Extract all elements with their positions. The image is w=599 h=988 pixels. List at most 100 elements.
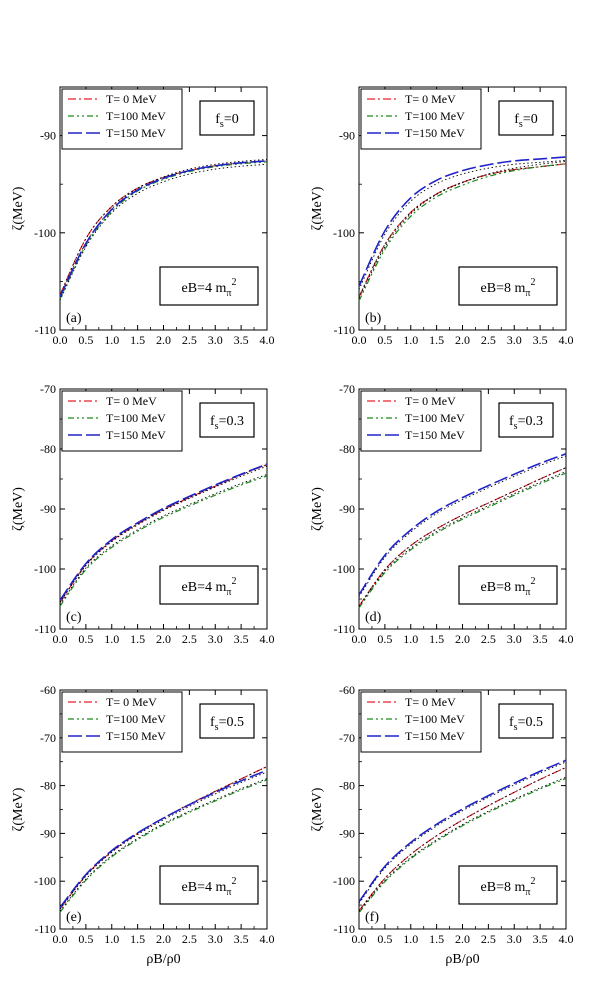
x-tick-label: 1.5	[429, 333, 444, 347]
legend: T= 0 MeV T=100 MeV T=150 MeV	[360, 390, 482, 452]
x-tick-label: 3.5	[234, 632, 249, 646]
eb-text: eB=8 mπ2	[481, 277, 536, 299]
x-tick-label: 2.5	[182, 932, 197, 946]
legend-label: T= 0 MeV	[405, 92, 456, 106]
x-tick-label: 3.0	[208, 632, 223, 646]
y-axis: -70 -80 -90 -100 -110	[34, 382, 267, 636]
series-dotted	[59, 771, 268, 910]
series-dotted	[59, 778, 268, 912]
x-tick-label: 1.0	[104, 632, 119, 646]
panel-d: 0.0 0.5 1.0 1.5 2.0 2.5 3.0 3.5 4.0 -70 -80 -90 -100…	[310, 382, 574, 646]
legend-label: T= 0 MeV	[405, 695, 456, 709]
eb-label: eB=8 mπ2	[458, 865, 558, 905]
x-tick-label: 1.5	[429, 632, 444, 646]
x-tick-label: 0.5	[78, 632, 93, 646]
fs-box	[199, 402, 255, 438]
y-tick-label: -60	[339, 683, 355, 697]
x-tick-label: 1.5	[130, 333, 145, 347]
y-tick-label: -100	[333, 226, 355, 240]
series-dotted	[358, 455, 567, 598]
panel-letter: (e)	[66, 910, 82, 925]
series-dotted	[358, 160, 567, 299]
panel-c: 0.0 0.5 1.0 1.5 2.0 2.5 3.0 3.5 4.0 -70 -80 -90 -100…	[11, 382, 275, 646]
x-tick-label: 3.0	[507, 932, 522, 946]
y-tick-label: -80	[40, 442, 56, 456]
eb-box	[159, 266, 259, 306]
x-axis: 0.0 0.5 1.0 1.5 2.0 2.5 3.0 3.5 4.0	[53, 87, 275, 347]
x-tick-label: 4.0	[260, 932, 275, 946]
eb-label: eB=4 mπ2	[159, 266, 259, 306]
legend-label: T=100 MeV	[106, 109, 166, 123]
eb-label: eB=4 mπ2	[159, 865, 259, 905]
legend-label: T=150 MeV	[405, 126, 465, 140]
x-tick-label: 2.5	[182, 333, 197, 347]
legend-label: T= 0 MeV	[106, 695, 157, 709]
x-tick-label: 3.5	[234, 932, 249, 946]
eb-text: eB=8 mπ2	[481, 576, 536, 598]
x-tick-label: 1.0	[403, 333, 418, 347]
fs-label: fs=0	[199, 100, 255, 136]
y-axis-title: ζ(MeV)	[310, 787, 325, 831]
x-axis: 0.0 0.5 1.0 1.5 2.0 2.5 3.0 3.5 4.0	[352, 87, 574, 347]
y-tick-label: -100	[34, 226, 56, 240]
x-axis-title: ρB/ρ0	[445, 952, 479, 967]
legend-box	[360, 390, 482, 452]
legend-label: T=100 MeV	[405, 712, 465, 726]
legend-label: T=150 MeV	[106, 126, 166, 140]
x-tick-label: 0.5	[377, 333, 392, 347]
x-tick-label: 2.0	[156, 632, 171, 646]
x-tick-label: 4.0	[260, 632, 275, 646]
legend-label: T=100 MeV	[405, 109, 465, 123]
y-tick-label: -70	[40, 731, 56, 745]
legend-box	[61, 390, 183, 452]
y-tick-label: -60	[40, 683, 56, 697]
y-tick-label: -110	[333, 622, 355, 636]
series-dotted	[59, 465, 268, 603]
legend-label: T=100 MeV	[106, 712, 166, 726]
series-line-t150	[358, 759, 567, 903]
series-dotted	[59, 163, 268, 301]
y-tick-label: -90	[40, 826, 56, 840]
series-dotted	[358, 776, 567, 912]
series-group	[358, 453, 567, 609]
eb-label: eB=4 mπ2	[159, 565, 259, 605]
y-tick-label: -90	[40, 129, 56, 143]
series-line-t150	[59, 769, 268, 908]
x-tick-label: 1.0	[403, 932, 418, 946]
x-tick-label: 0.0	[53, 632, 68, 646]
legend: T= 0 MeV T=100 MeV T=150 MeV	[360, 88, 482, 150]
series-line-t100	[59, 475, 268, 607]
x-tick-label: 2.0	[455, 632, 470, 646]
fs-box	[498, 402, 554, 438]
y-tick-label: -70	[40, 382, 56, 396]
series-line-t100	[358, 777, 567, 914]
legend-label: T=100 MeV	[405, 411, 465, 425]
y-tick-label: -110	[333, 323, 355, 337]
eb-text: eB=8 mπ2	[481, 876, 536, 898]
eb-box	[458, 565, 558, 605]
y-tick-label: -100	[34, 562, 56, 576]
x-tick-label: 2.5	[182, 632, 197, 646]
x-tick-label: 4.0	[559, 632, 574, 646]
y-tick-label: -80	[40, 779, 56, 793]
x-tick-label: 1.5	[130, 932, 145, 946]
eb-text: eB=4 mπ2	[182, 576, 237, 598]
x-tick-label: 3.5	[533, 632, 548, 646]
x-tick-label: 2.0	[455, 932, 470, 946]
x-tick-label: 3.0	[208, 333, 223, 347]
x-tick-label: 0.5	[78, 932, 93, 946]
y-axis-title: ζ(MeV)	[11, 787, 26, 831]
y-tick-label: -90	[339, 502, 355, 516]
x-tick-label: 0.0	[352, 932, 367, 946]
x-tick-label: 0.5	[377, 932, 392, 946]
series-dotted	[358, 767, 567, 912]
y-axis: -90 -100 -110	[333, 129, 566, 337]
x-tick-label: 3.0	[507, 333, 522, 347]
x-tick-label: 4.0	[559, 932, 574, 946]
y-tick-label: -70	[339, 731, 355, 745]
x-tick-label: 2.0	[156, 333, 171, 347]
legend-label: T=150 MeV	[405, 729, 465, 743]
legend: T= 0 MeV T=100 MeV T=150 MeV	[61, 88, 183, 150]
series-group	[59, 463, 268, 607]
